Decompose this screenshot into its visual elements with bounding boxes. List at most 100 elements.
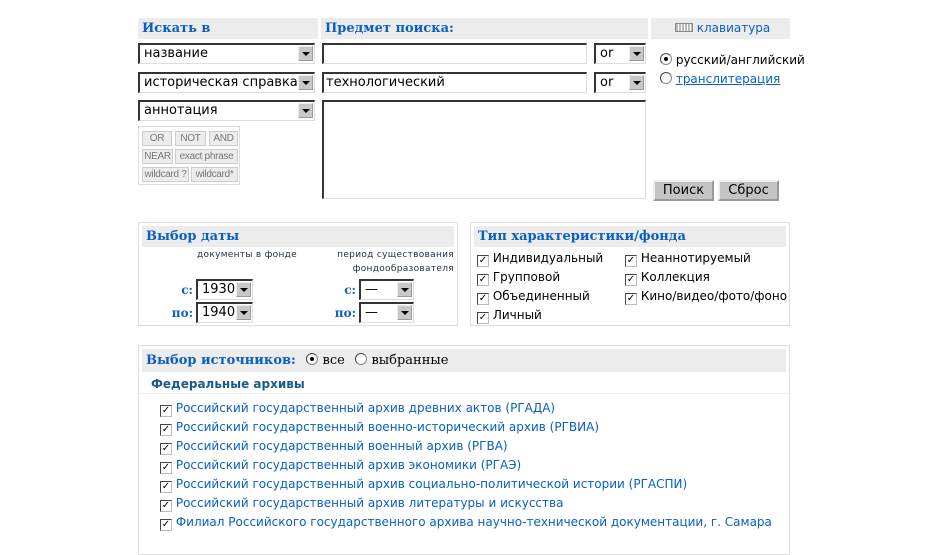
source-link[interactable]: Российский государственный военный архив… (175, 439, 508, 453)
period-to-select[interactable]: — (359, 302, 414, 323)
checkbox-icon[interactable]: ✓ (160, 443, 172, 455)
field-select-value: название (144, 46, 208, 61)
checkbox-icon[interactable]: ✓ (160, 481, 172, 493)
date-header: Выбор даты (142, 226, 454, 247)
period-from-select[interactable]: — (359, 279, 414, 300)
not-button[interactable]: NOT (175, 131, 206, 146)
period-to-label: по: (334, 306, 356, 320)
keyboard-label: клавиатура (696, 21, 771, 35)
source-item[interactable]: ✓ Российский государственный архив эконо… (160, 458, 521, 474)
period-caption-2: фондообразователя (352, 264, 454, 274)
source-item[interactable]: ✓ Филиал Российского государственного ар… (160, 515, 772, 531)
select-value: 1930 (202, 282, 236, 297)
chevron-down-icon (236, 305, 251, 320)
chevron-down-icon (298, 103, 313, 118)
select-value: — (365, 282, 378, 297)
option-label: выбранные (371, 353, 449, 368)
checkbox-icon[interactable]: ✓ (625, 274, 637, 286)
radio-icon[interactable] (660, 53, 672, 65)
type-unannotated[interactable]: ✓ Неаннотируемый (625, 251, 751, 267)
checkbox-icon[interactable]: ✓ (160, 519, 172, 531)
search-subject-header: Предмет поиска: (321, 18, 648, 39)
radio-icon[interactable] (306, 353, 319, 365)
option-label: все (322, 353, 345, 368)
type-label: Коллекция (640, 270, 710, 284)
type-label: Неаннотируемый (640, 251, 751, 265)
chevron-down-icon (397, 282, 412, 297)
source-item[interactable]: ✓ Российский государственный архив социа… (160, 477, 687, 493)
type-group[interactable]: ✓ Групповой (477, 270, 560, 286)
lang-option-label: русский/английский (675, 53, 805, 67)
type-header: Тип характеристики/фонда (474, 226, 786, 247)
doc-to-select[interactable]: 1940 (196, 302, 253, 323)
checkbox-icon[interactable]: ✓ (477, 274, 489, 286)
and-button[interactable]: AND (209, 131, 238, 146)
checkbox-icon[interactable]: ✓ (625, 293, 637, 305)
checkbox-icon[interactable]: ✓ (477, 312, 489, 324)
term-textarea[interactable] (322, 100, 646, 199)
source-link[interactable]: Российский государственный архив литерат… (175, 496, 564, 510)
source-item[interactable]: ✓ Российский государственный военно-исто… (160, 420, 599, 436)
period-caption-1: период существования (337, 250, 454, 260)
wildcard-single-button[interactable]: wildcard ? (142, 167, 189, 182)
wildcard-multi-button[interactable]: wildcard* (191, 167, 238, 182)
operator-select-1[interactable]: or (594, 43, 646, 64)
operator-panel: OR NOT AND NEAR exact phrase wildcard ? … (138, 126, 240, 185)
chevron-down-icon (629, 75, 644, 90)
type-collection[interactable]: ✓ Коллекция (625, 270, 710, 286)
field-select-3[interactable]: аннотация (138, 100, 315, 121)
lang-option-label[interactable]: транслитерация (675, 72, 781, 86)
lang-option-translit[interactable]: транслитерация (660, 72, 780, 86)
or-button[interactable]: OR (142, 131, 172, 146)
exact-phrase-button[interactable]: exact phrase (175, 149, 238, 164)
checkbox-icon[interactable]: ✓ (477, 255, 489, 267)
field-select-value: аннотация (144, 103, 218, 118)
source-item[interactable]: ✓ Российский государственный архив литер… (160, 496, 563, 512)
source-link[interactable]: Российский государственный архив экономи… (175, 458, 522, 472)
select-value: 1940 (202, 305, 236, 320)
checkbox-icon[interactable]: ✓ (160, 462, 172, 474)
chevron-down-icon (629, 46, 644, 61)
sources-all-option[interactable]: все (306, 353, 345, 368)
checkbox-icon[interactable]: ✓ (477, 293, 489, 305)
type-label: Личный (492, 308, 542, 322)
checkbox-icon[interactable]: ✓ (160, 500, 172, 512)
source-item[interactable]: ✓ Российский государственный военный арх… (160, 439, 508, 455)
date-panel: Выбор даты документы в фонде период суще… (138, 222, 458, 326)
term-input-1[interactable] (322, 43, 587, 64)
reset-button[interactable]: Сброс (718, 180, 779, 201)
checkbox-icon[interactable]: ✓ (160, 405, 172, 417)
type-label: Объединенный (492, 289, 590, 303)
term-input-2[interactable]: технологический (322, 72, 587, 93)
checkbox-icon[interactable]: ✓ (160, 424, 172, 436)
keyboard-link[interactable]: клавиатура (651, 18, 790, 39)
type-combined[interactable]: ✓ Объединенный (477, 289, 590, 305)
radio-icon[interactable] (660, 72, 672, 84)
source-item[interactable]: ✓ Российский государственный архив древн… (160, 401, 555, 417)
radio-icon[interactable] (355, 353, 368, 365)
operator-value: or (600, 46, 614, 61)
field-select-1[interactable]: название (138, 43, 315, 64)
sources-selected-option[interactable]: выбранные (355, 353, 448, 368)
type-individual[interactable]: ✓ Индивидуальный (477, 251, 603, 267)
operator-select-2[interactable]: or (594, 72, 646, 93)
doc-from-label: с: (181, 283, 193, 297)
source-link[interactable]: Российский государственный архив древних… (175, 401, 556, 415)
chevron-down-icon (236, 282, 251, 297)
source-link[interactable]: Филиал Российского государственного архи… (175, 515, 772, 529)
lang-option-ru-en[interactable]: русский/английский (660, 53, 805, 67)
chevron-down-icon (298, 75, 313, 90)
source-link[interactable]: Российский государственный военно-истори… (175, 420, 600, 434)
sources-title: Выбор источников: (146, 353, 296, 368)
doc-from-select[interactable]: 1930 (196, 279, 253, 300)
select-value: — (365, 305, 378, 320)
field-select-2[interactable]: историческая справка (138, 72, 315, 93)
chevron-down-icon (397, 305, 412, 320)
near-button[interactable]: NEAR (142, 149, 173, 164)
type-personal[interactable]: ✓ Личный (477, 308, 542, 324)
search-button[interactable]: Поиск (653, 180, 714, 201)
sources-panel: Выбор источников: все выбранные Федераль… (138, 345, 790, 555)
source-link[interactable]: Российский государственный архив социаль… (175, 477, 688, 491)
checkbox-icon[interactable]: ✓ (625, 255, 637, 267)
type-media[interactable]: ✓ Кино/видео/фото/фоно (625, 289, 787, 305)
